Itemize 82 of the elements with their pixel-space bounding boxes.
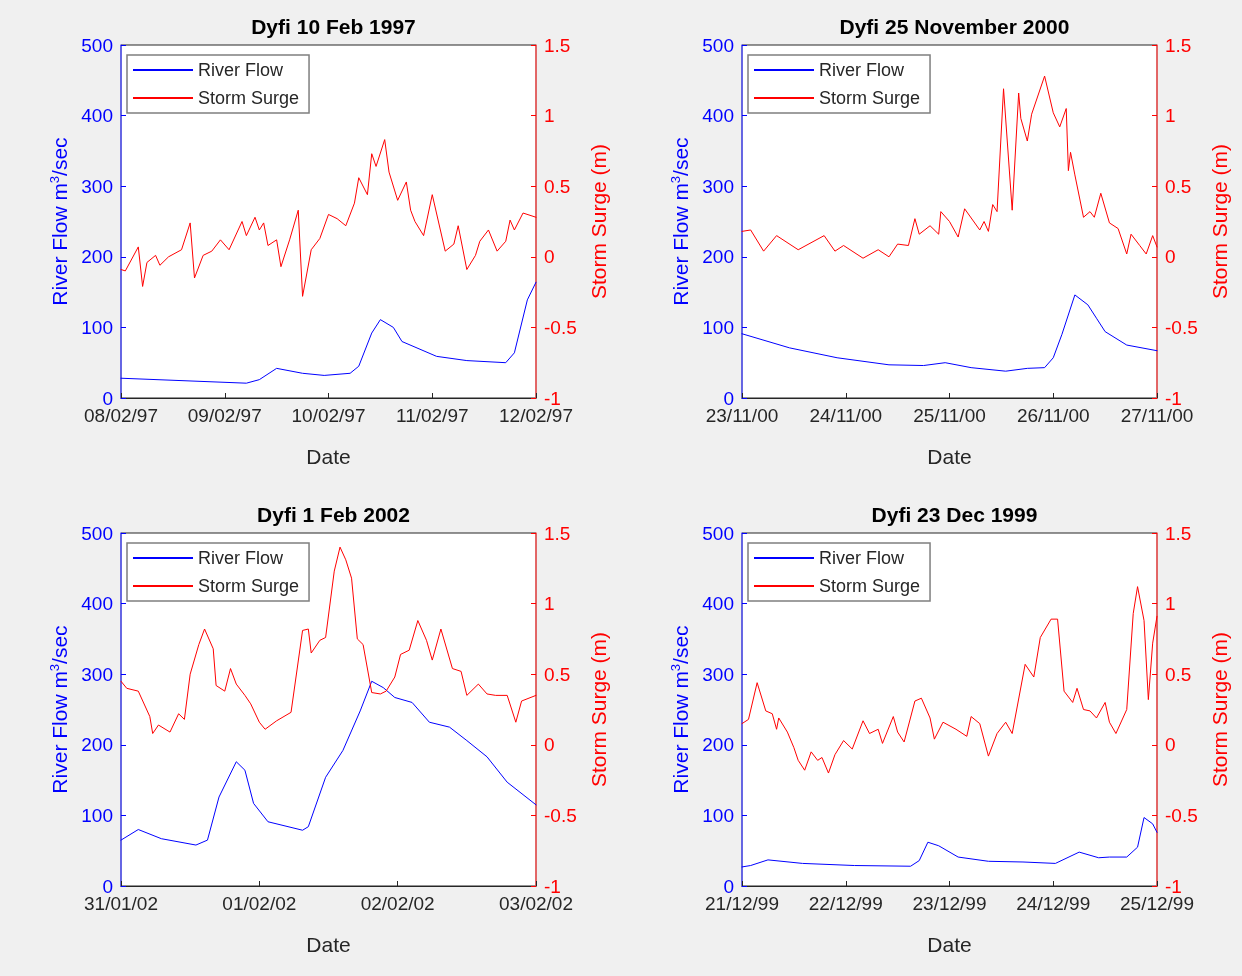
y2-tick-label: 0.5: [544, 175, 571, 197]
y-tick-label: 200: [702, 246, 734, 268]
legend-label: Storm Surge: [198, 88, 300, 108]
y2-tick-label: 0.5: [1165, 663, 1192, 685]
x-tick-label: 25/11/00: [913, 405, 986, 426]
y-tick-label: 300: [81, 175, 113, 197]
y-tick-label: 100: [702, 316, 734, 338]
y2-tick-label: 0: [1165, 246, 1176, 268]
y2-tick-label: -0.5: [1165, 804, 1198, 826]
y2-tick-label: 1: [1165, 593, 1176, 615]
line-series: [741, 817, 1158, 868]
x-tick-label: 24/12/99: [1016, 893, 1091, 914]
y2-tick-label: 1.5: [1165, 34, 1192, 56]
y-tick-label: 100: [81, 804, 113, 826]
y-tick-label: 400: [81, 105, 113, 127]
y2-tick-label: -0.5: [544, 804, 577, 826]
y-axis-title: River Flow m3/sec: [47, 625, 71, 794]
chart-title: Dyfi 10 Feb 1997: [251, 15, 416, 38]
x-axis-title: Date: [927, 933, 972, 956]
line-series: [120, 139, 537, 297]
x-tick-label: 01/02/02: [222, 893, 297, 914]
y2-axis-title: Storm Surge (m): [587, 143, 610, 300]
legend-label: Storm Surge: [819, 88, 921, 108]
y2-tick-label: 1: [544, 105, 555, 127]
y-axis-title: River Flow m3/sec: [668, 137, 692, 306]
y-tick-label: 400: [702, 593, 734, 615]
x-axis-title: Date: [306, 445, 351, 468]
y-tick-label: 100: [81, 316, 113, 338]
legend-label: River Flow: [198, 548, 285, 568]
x-tick-label: 11/02/97: [395, 405, 469, 426]
x-tick-label: 09/02/97: [187, 405, 262, 426]
y2-tick-label: 0: [1165, 734, 1176, 756]
y-tick-label: 300: [702, 663, 734, 685]
legend-label: Storm Surge: [198, 576, 300, 596]
legend-label: River Flow: [819, 60, 906, 80]
line-series: [120, 680, 537, 846]
line-series: [120, 546, 537, 734]
y2-axis-title: Storm Surge (m): [1208, 631, 1231, 788]
chart-title: Dyfi 25 November 2000: [839, 15, 1070, 38]
y2-axis-title: Storm Surge (m): [587, 631, 610, 788]
line-series: [741, 294, 1158, 372]
x-tick-label: 10/02/97: [291, 405, 366, 426]
y2-tick-label: 0.5: [544, 663, 571, 685]
y2-tick-label: 1.5: [544, 522, 571, 544]
y-tick-label: 400: [81, 593, 113, 615]
y-tick-label: 500: [702, 522, 734, 544]
y-axis-title: River Flow m3/sec: [47, 137, 71, 306]
y2-tick-label: -0.5: [1165, 316, 1198, 338]
chart-title: Dyfi 23 Dec 1999: [871, 503, 1038, 526]
y2-tick-label: 0: [544, 734, 555, 756]
y-tick-label: 200: [702, 734, 734, 756]
y2-tick-label: 1.5: [544, 34, 571, 56]
y-tick-label: 400: [702, 105, 734, 127]
line-series: [120, 281, 537, 384]
chart-title: Dyfi 1 Feb 2002: [257, 503, 410, 526]
x-tick-label: 26/11/00: [1016, 405, 1090, 426]
legend-label: River Flow: [819, 548, 906, 568]
y-tick-label: 200: [81, 246, 113, 268]
y2-tick-label: 1: [544, 593, 555, 615]
y2-tick-label: 0: [544, 246, 555, 268]
x-axis-title: Date: [306, 933, 351, 956]
x-tick-label: 23/12/99: [912, 893, 987, 914]
y2-tick-label: 1.5: [1165, 522, 1192, 544]
y2-tick-label: 0.5: [1165, 175, 1192, 197]
y-tick-label: 200: [81, 734, 113, 756]
y2-axis-title: Storm Surge (m): [1208, 143, 1231, 300]
y-tick-label: 500: [81, 34, 113, 56]
legend-label: River Flow: [198, 60, 285, 80]
x-tick-label: 24/11/00: [809, 405, 883, 426]
x-tick-label: 02/02/02: [360, 893, 435, 914]
y-axis-title: River Flow m3/sec: [668, 625, 692, 794]
y-tick-label: 100: [702, 804, 734, 826]
legend-label: Storm Surge: [819, 576, 921, 596]
y-tick-label: 500: [702, 34, 734, 56]
x-axis-title: Date: [927, 445, 972, 468]
y2-tick-label: -0.5: [544, 316, 577, 338]
y2-tick-label: 1: [1165, 105, 1176, 127]
x-tick-label: 22/12/99: [808, 893, 883, 914]
y-tick-label: 500: [81, 522, 113, 544]
line-series: [741, 75, 1158, 259]
y-tick-label: 300: [702, 175, 734, 197]
y-tick-label: 300: [81, 663, 113, 685]
